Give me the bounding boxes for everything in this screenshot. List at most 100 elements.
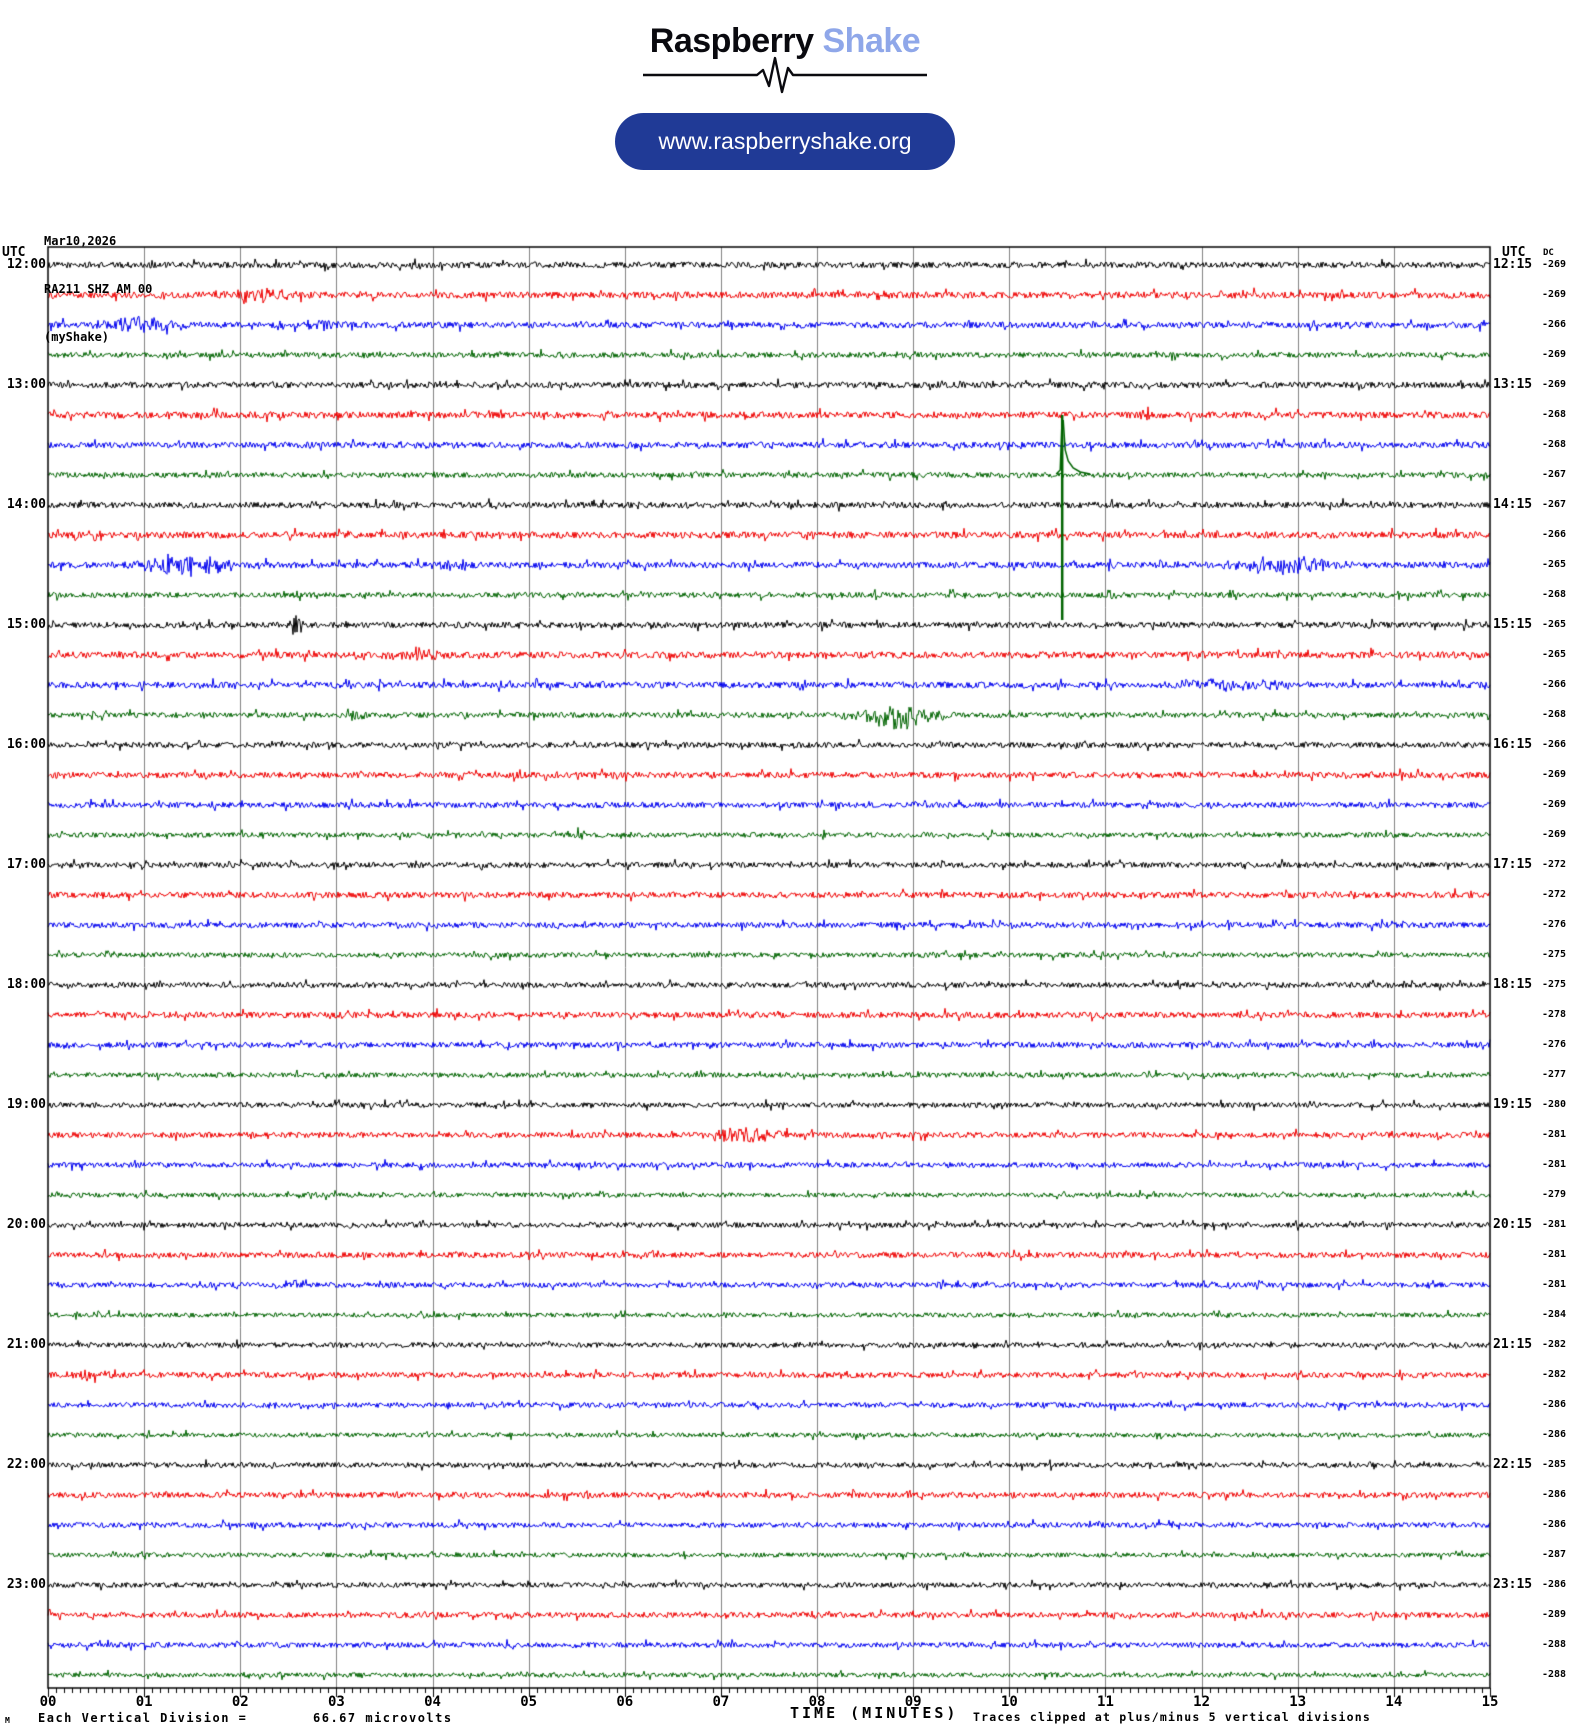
dc-value: -269: [1542, 259, 1567, 270]
x-tick-label: 01: [135, 1694, 153, 1710]
dc-value: -282: [1542, 1339, 1567, 1350]
right-quarter-label: 23:15: [1493, 1577, 1533, 1592]
dc-value: -267: [1542, 469, 1567, 480]
dc-value: -275: [1542, 949, 1567, 960]
right-quarter-label: 19:15: [1493, 1097, 1533, 1112]
dc-value: -277: [1542, 1069, 1567, 1080]
x-tick-label: 08: [808, 1694, 826, 1710]
dc-value: -269: [1542, 289, 1567, 300]
x-tick-label: 07: [712, 1694, 730, 1710]
left-hour-label: 19:00: [6, 1097, 46, 1112]
dc-value: -268: [1542, 589, 1567, 600]
right-quarter-label: 12:15: [1493, 257, 1533, 272]
dc-value: -266: [1542, 739, 1567, 750]
footer-scale-value: 66.67 microvolts: [313, 1711, 453, 1725]
footer-scale-marker: M: [5, 1716, 10, 1725]
logo-secondary: Shake: [822, 22, 921, 60]
x-tick-label: 06: [616, 1694, 634, 1710]
x-tick-label: 10: [1000, 1694, 1018, 1710]
left-hour-label: 16:00: [6, 737, 46, 752]
right-quarter-label: 16:15: [1493, 737, 1533, 752]
right-quarter-label: 15:15: [1493, 617, 1533, 632]
dc-value: -268: [1542, 709, 1567, 720]
dc-value: -286: [1542, 1489, 1567, 1500]
x-tick-label: 09: [904, 1694, 922, 1710]
logo: Raspberry Shake: [0, 22, 1570, 61]
dc-value: -269: [1542, 829, 1567, 840]
dc-value: -279: [1542, 1189, 1567, 1200]
x-tick-label: 12: [1193, 1694, 1211, 1710]
station-info: Mar10,2026 RA211 SHZ AM 00 (myShake): [44, 201, 152, 377]
right-quarter-label: 22:15: [1493, 1457, 1533, 1472]
left-hour-label: 15:00: [6, 617, 46, 632]
website-pill-button[interactable]: www.raspberryshake.org: [615, 113, 955, 170]
utc-header-left: UTC: [2, 245, 26, 260]
station-id: RA211 SHZ AM 00: [44, 282, 153, 296]
dc-value: -266: [1542, 679, 1567, 690]
right-quarter-label: 18:15: [1493, 977, 1533, 992]
x-tick-label: 04: [424, 1694, 441, 1710]
dc-value: -281: [1542, 1249, 1567, 1260]
dc-value: -265: [1542, 649, 1567, 660]
dc-value: -268: [1542, 439, 1567, 450]
right-quarter-label: 13:15: [1493, 377, 1533, 392]
left-hour-label: 23:00: [6, 1577, 46, 1592]
dc-value: -281: [1542, 1129, 1567, 1140]
dc-value: -268: [1542, 409, 1567, 420]
right-quarter-label: 20:15: [1493, 1217, 1533, 1232]
x-tick-label: 15: [1481, 1694, 1499, 1710]
dc-value: -280: [1542, 1099, 1567, 1110]
dc-value: -281: [1542, 1159, 1567, 1170]
right-quarter-label: 17:15: [1493, 857, 1533, 872]
dc-header: DC: [1543, 248, 1554, 258]
x-tick-label: 00: [39, 1694, 57, 1710]
left-hour-label: 21:00: [6, 1337, 46, 1352]
left-hour-label: 18:00: [6, 977, 46, 992]
dc-value: -286: [1542, 1399, 1567, 1410]
left-hour-label: 13:00: [6, 377, 46, 392]
waveform-icon: [643, 56, 927, 94]
footer-scale-note: Each Vertical Division =: [38, 1711, 248, 1725]
dc-value: -266: [1542, 319, 1567, 330]
left-hour-label: 17:00: [6, 857, 46, 872]
dc-value: -286: [1542, 1579, 1567, 1590]
footer-clip-note: Traces clipped at plus/minus 5 vertical …: [973, 1710, 1372, 1724]
x-tick-label: 02: [231, 1694, 249, 1710]
x-tick-label: 05: [520, 1694, 538, 1710]
dc-value: -282: [1542, 1369, 1567, 1380]
dc-value: -278: [1542, 1009, 1567, 1020]
dc-value: -269: [1542, 349, 1567, 360]
dc-value: -272: [1542, 859, 1567, 870]
dc-value: -275: [1542, 979, 1567, 990]
dc-value: -289: [1542, 1609, 1567, 1620]
dc-value: -265: [1542, 619, 1567, 630]
right-quarter-label: 21:15: [1493, 1337, 1533, 1352]
right-quarter-label: 14:15: [1493, 497, 1533, 512]
utc-header-right: UTC: [1502, 245, 1526, 260]
dc-value: -288: [1542, 1639, 1567, 1650]
dc-value: -265: [1542, 559, 1567, 570]
dc-value: -286: [1542, 1429, 1567, 1440]
dc-value: -269: [1542, 379, 1567, 390]
left-hour-label: 20:00: [6, 1217, 46, 1232]
dc-value: -285: [1542, 1459, 1567, 1470]
dc-value: -287: [1542, 1549, 1567, 1560]
dc-value: -269: [1542, 799, 1567, 810]
dc-value: -269: [1542, 769, 1567, 780]
dc-value: -266: [1542, 529, 1567, 540]
dc-value: -281: [1542, 1279, 1567, 1290]
x-axis-title: TIME (MINUTES): [790, 1704, 959, 1722]
dc-value: -281: [1542, 1219, 1567, 1230]
website-url: www.raspberryshake.org: [658, 128, 912, 154]
station-network: (myShake): [44, 330, 110, 344]
x-tick-label: 11: [1097, 1694, 1114, 1710]
x-tick-label: 13: [1289, 1694, 1307, 1710]
logo-primary: Raspberry: [649, 22, 814, 60]
left-hour-label: 14:00: [6, 497, 46, 512]
left-hour-label: 22:00: [6, 1457, 46, 1472]
x-tick-label: 14: [1385, 1694, 1403, 1710]
x-tick-label: 03: [327, 1694, 345, 1710]
